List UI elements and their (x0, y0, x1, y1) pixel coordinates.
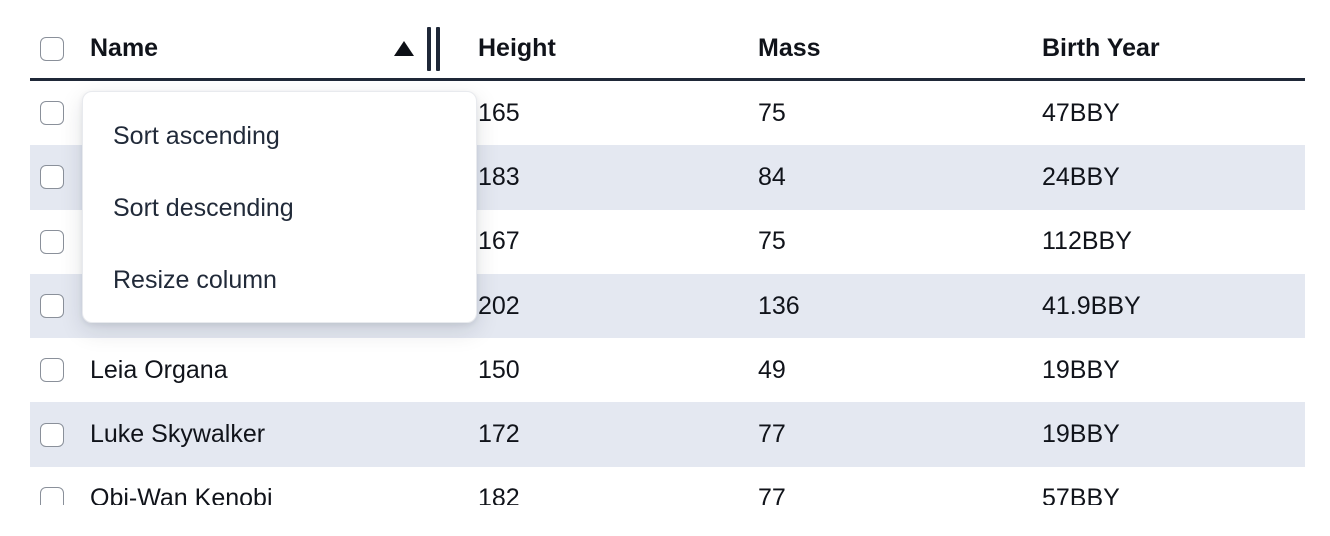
cell-height: 202 (478, 291, 520, 320)
cell-height: 165 (478, 98, 520, 127)
cell-birth-year: 19BBY (1042, 420, 1120, 449)
header-name-cell[interactable]: Name (78, 19, 468, 78)
menu-item-resize-column[interactable]: Resize column (113, 265, 277, 294)
row-select-cell (30, 402, 78, 466)
row-select-cell (30, 338, 78, 402)
cell-birth-year: 112BBY (1042, 227, 1132, 256)
cell-mass: 75 (758, 98, 786, 127)
row-checkbox[interactable] (40, 165, 64, 190)
column-resize-handle-icon[interactable] (427, 26, 440, 71)
cell-name: Obi-Wan Kenobi (90, 484, 273, 505)
cell-birth-year: 41.9BBY (1042, 291, 1141, 320)
table-row[interactable]: 167 75 112BBY (30, 210, 1305, 274)
table-row[interactable]: Luke Skywalker 172 77 19BBY (30, 402, 1305, 467)
row-checkbox[interactable] (40, 486, 64, 505)
cell-birth-year: 24BBY (1042, 162, 1120, 191)
row-select-cell (30, 145, 78, 209)
cell-birth-year: 57BBY (1042, 484, 1120, 505)
cell-mass: 77 (758, 484, 786, 505)
table-row[interactable]: Leia Organa 150 49 19BBY (30, 338, 1305, 402)
cell-height: 182 (478, 484, 520, 505)
table-row[interactable]: 165 75 47BBY (30, 81, 1305, 145)
table-row[interactable]: Obi-Wan Kenobi 182 77 57BBY (30, 467, 1305, 505)
cell-birth-year: 19BBY (1042, 355, 1120, 384)
cell-mass: 84 (758, 162, 786, 191)
select-all-checkbox[interactable] (40, 36, 64, 61)
row-checkbox[interactable] (40, 294, 64, 319)
table-row[interactable]: 202 136 41.9BBY (30, 273, 1305, 339)
menu-item-sort-descending[interactable]: Sort descending (113, 193, 294, 222)
cell-mass: 77 (758, 420, 786, 449)
cell-birth-year: 47BBY (1042, 98, 1120, 127)
cell-height: 183 (478, 162, 520, 191)
row-select-cell (30, 81, 78, 145)
cell-name: Leia Organa (90, 355, 228, 384)
row-checkbox[interactable] (40, 358, 64, 383)
cell-mass: 136 (758, 291, 800, 320)
column-header-height[interactable]: Height (478, 34, 556, 62)
cell-mass: 75 (758, 227, 786, 256)
table-header-row: Name Height Mass Birth Year (30, 0, 1305, 81)
column-header-birth-year[interactable]: Birth Year (1042, 34, 1160, 62)
header-select-cell (30, 19, 78, 78)
sort-ascending-icon (394, 41, 414, 56)
cell-height: 172 (478, 420, 520, 449)
row-checkbox[interactable] (40, 422, 64, 447)
menu-item-sort-ascending[interactable]: Sort ascending (113, 121, 280, 150)
column-header-name[interactable]: Name (90, 34, 159, 62)
cell-height: 167 (478, 227, 520, 256)
cell-mass: 49 (758, 355, 786, 384)
row-checkbox[interactable] (40, 101, 64, 126)
table-body: 165 75 47BBY 183 84 24BBY 167 75 112BBY 202 136 41.… (30, 81, 1305, 505)
row-checkbox[interactable] (40, 229, 64, 254)
cell-name: Luke Skywalker (90, 420, 266, 449)
row-select-cell (30, 467, 78, 505)
data-table: Name Height Mass Birth Year 165 75 47BBY 18… (30, 0, 1305, 505)
row-select-cell (30, 210, 78, 274)
cell-height: 150 (478, 355, 520, 384)
column-context-menu: Sort ascending Sort descending Resize co… (82, 91, 477, 323)
row-select-cell (30, 274, 78, 338)
column-header-mass[interactable]: Mass (758, 34, 821, 62)
